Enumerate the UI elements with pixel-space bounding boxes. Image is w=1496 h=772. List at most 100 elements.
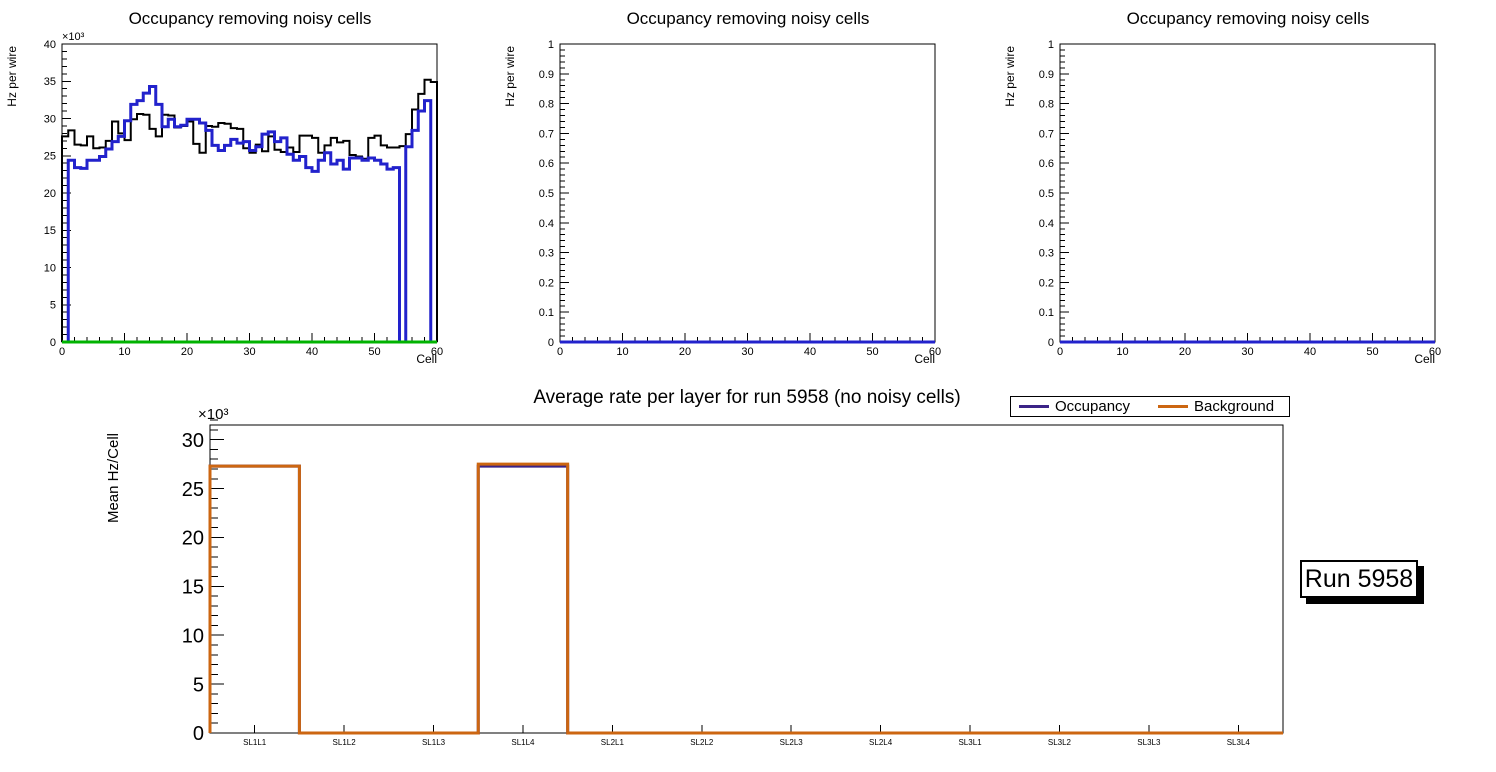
svg-text:10: 10 <box>44 262 56 274</box>
svg-text:Hz per wire: Hz per wire <box>503 46 517 107</box>
legend-entry-occupancy: Occupancy <box>1011 398 1150 415</box>
svg-text:SL2L2: SL2L2 <box>690 738 714 747</box>
svg-text:40: 40 <box>44 39 56 51</box>
svg-text:20: 20 <box>44 188 56 200</box>
legend-entry-background: Background <box>1150 398 1289 415</box>
svg-text:60: 60 <box>929 346 941 358</box>
svg-text:15: 15 <box>182 577 204 599</box>
svg-text:Mean Hz/Cell: Mean Hz/Cell <box>105 433 122 523</box>
legend-label: Occupancy <box>1055 398 1131 415</box>
svg-text:SL3L4: SL3L4 <box>1227 738 1251 747</box>
occupancy-histogram-2: 00.10.20.30.40.50.60.70.80.910 10 20 30 40 50… <box>503 39 941 366</box>
svg-text:30: 30 <box>182 430 204 452</box>
legend-label: Background <box>1194 398 1275 415</box>
svg-text:0.9: 0.9 <box>539 69 554 81</box>
svg-text:Hz per wire: Hz per wire <box>5 46 19 107</box>
pad-average-rate: Average rate per layer for run 5958 (no … <box>0 375 1496 772</box>
svg-text:30: 30 <box>741 346 753 358</box>
svg-text:×10³: ×10³ <box>198 406 228 423</box>
chart-title: Average rate per layer for run 5958 (no … <box>533 387 961 408</box>
svg-text:0: 0 <box>1057 346 1063 358</box>
svg-text:Cell: Cell <box>416 352 437 366</box>
svg-text:Cell: Cell <box>1414 352 1435 366</box>
svg-text:30: 30 <box>243 346 255 358</box>
svg-text:20: 20 <box>1179 346 1191 358</box>
svg-text:10: 10 <box>182 625 204 647</box>
svg-text:SL1L3: SL1L3 <box>422 738 446 747</box>
svg-text:5: 5 <box>50 300 56 312</box>
svg-text:0.4: 0.4 <box>539 218 554 230</box>
svg-text:40: 40 <box>804 346 816 358</box>
svg-text:0: 0 <box>1048 337 1054 349</box>
svg-text:1: 1 <box>1048 39 1054 51</box>
svg-text:SL1L1: SL1L1 <box>243 738 267 747</box>
svg-text:SL1L4: SL1L4 <box>511 738 535 747</box>
svg-text:5: 5 <box>193 674 204 696</box>
svg-text:0: 0 <box>59 346 65 358</box>
svg-text:10: 10 <box>1116 346 1128 358</box>
svg-text:30: 30 <box>1241 346 1253 358</box>
svg-text:SL1L2: SL1L2 <box>333 738 357 747</box>
average-rate-histogram: 0 5 10 15 20 25 30 SL1L1 SL1L2 SL1L3 SL1L4 SL2L1 SL2… <box>105 406 1284 747</box>
svg-text:0.6: 0.6 <box>1039 158 1054 170</box>
chart-title: Occupancy removing noisy cells <box>1126 9 1370 28</box>
background-line-swatch <box>1158 405 1188 408</box>
svg-text:50: 50 <box>368 346 380 358</box>
svg-text:SL2L3: SL2L3 <box>780 738 804 747</box>
svg-text:1: 1 <box>548 39 554 51</box>
svg-text:60: 60 <box>431 346 443 358</box>
svg-text:40: 40 <box>306 346 318 358</box>
svg-text:0.8: 0.8 <box>539 99 554 111</box>
svg-text:15: 15 <box>44 225 56 237</box>
svg-text:0.2: 0.2 <box>539 277 554 289</box>
svg-text:60: 60 <box>1429 346 1441 358</box>
svg-text:0.5: 0.5 <box>539 188 554 200</box>
svg-text:SL3L1: SL3L1 <box>958 738 982 747</box>
svg-text:20: 20 <box>182 528 204 550</box>
svg-text:0.2: 0.2 <box>1039 277 1054 289</box>
svg-text:0.7: 0.7 <box>539 128 554 140</box>
pad-occupancy-3: Occupancy removing noisy cells 0 0.1 0.2 0.… <box>997 0 1496 375</box>
svg-text:Cell: Cell <box>914 352 935 366</box>
svg-text:Hz per wire: Hz per wire <box>1003 46 1017 107</box>
svg-text:10: 10 <box>616 346 628 358</box>
svg-text:40: 40 <box>1304 346 1316 358</box>
svg-text:×10³: ×10³ <box>62 31 85 43</box>
svg-text:0.4: 0.4 <box>1039 218 1054 230</box>
svg-text:0.1: 0.1 <box>539 307 554 319</box>
occupancy-histogram-1: 0 5 10 15 20 25 30 35 40 0 10 20 30 40 50 60 Hz per wire… <box>5 31 443 366</box>
pad-occupancy-2: Occupancy removing noisy cells 0 0.1 0.2 0.… <box>499 0 997 375</box>
legend: Occupancy Background <box>1010 396 1290 417</box>
svg-text:0.6: 0.6 <box>539 158 554 170</box>
run-label: Run 5958 <box>1304 564 1414 593</box>
occupancy-histogram-3: 00.10.20.30.40.50.60.70.80.910 10 20 30 40 50… <box>1003 39 1441 366</box>
svg-text:0.8: 0.8 <box>1039 99 1054 111</box>
svg-text:10: 10 <box>118 346 130 358</box>
svg-text:35: 35 <box>44 76 56 88</box>
svg-text:SL2L4: SL2L4 <box>869 738 893 747</box>
run-label-box: Run 5958 <box>1300 560 1418 598</box>
svg-text:SL2L1: SL2L1 <box>601 738 625 747</box>
svg-text:0: 0 <box>50 337 56 349</box>
chart-title: Occupancy removing noisy cells <box>626 9 870 28</box>
svg-text:20: 20 <box>679 346 691 358</box>
svg-text:0.3: 0.3 <box>1039 248 1054 260</box>
svg-text:SL3L2: SL3L2 <box>1048 738 1072 747</box>
svg-text:30: 30 <box>44 113 56 125</box>
occupancy-line-swatch <box>1019 405 1049 408</box>
svg-text:50: 50 <box>1366 346 1378 358</box>
chart-title: Occupancy removing noisy cells <box>128 9 372 28</box>
svg-text:0.3: 0.3 <box>539 248 554 260</box>
svg-text:0.7: 0.7 <box>1039 128 1054 140</box>
svg-text:0.1: 0.1 <box>1039 307 1054 319</box>
svg-text:0: 0 <box>548 337 554 349</box>
svg-text:20: 20 <box>181 346 193 358</box>
svg-text:SL3L3: SL3L3 <box>1137 738 1161 747</box>
pad-occupancy-1: Occupancy removing noisy cells 0 5 10 15 20 2… <box>0 0 499 375</box>
svg-text:0.9: 0.9 <box>1039 69 1054 81</box>
svg-text:0: 0 <box>557 346 563 358</box>
svg-text:0: 0 <box>193 723 204 745</box>
svg-text:25: 25 <box>44 151 56 163</box>
svg-text:50: 50 <box>866 346 878 358</box>
